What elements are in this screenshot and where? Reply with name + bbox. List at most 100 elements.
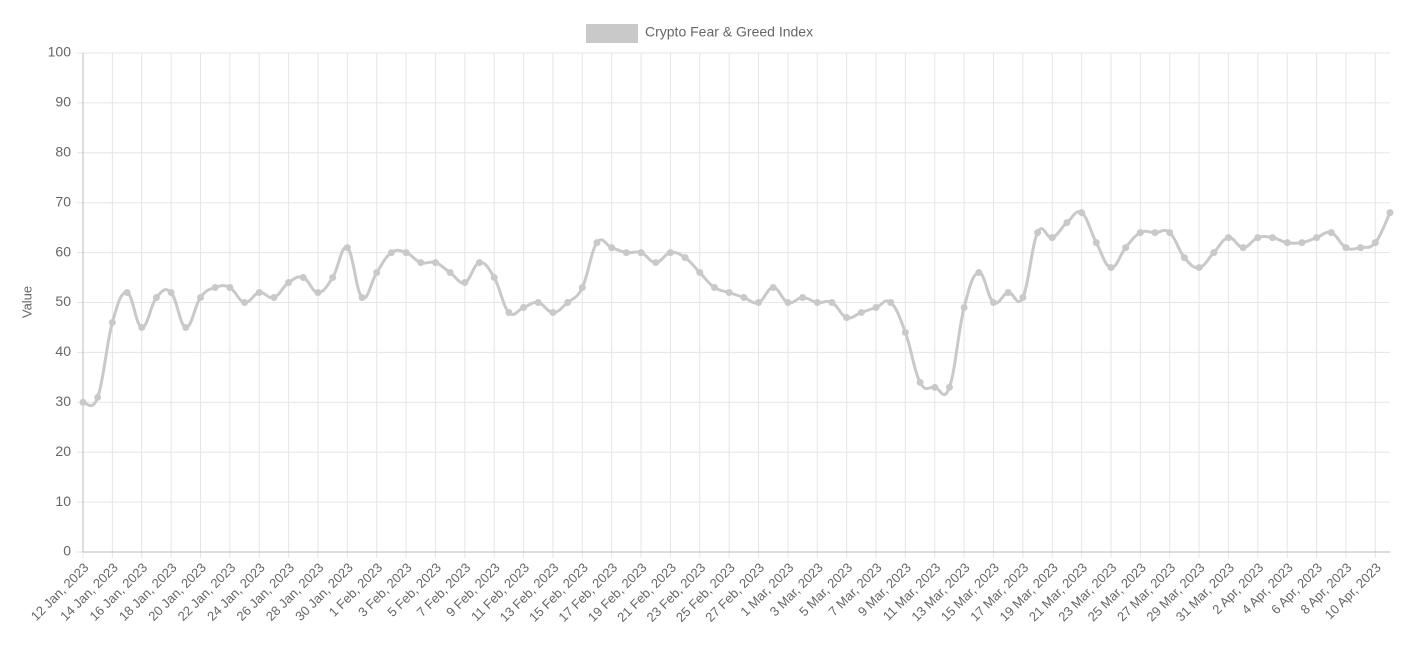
point xyxy=(696,269,704,277)
point xyxy=(387,249,395,257)
y-tick-label: 90 xyxy=(55,94,71,110)
y-tick-label: 50 xyxy=(55,293,71,309)
point xyxy=(593,239,601,247)
point xyxy=(916,378,924,386)
y-tick-label: 80 xyxy=(55,144,71,160)
point xyxy=(1151,229,1159,237)
point xyxy=(329,274,337,282)
point xyxy=(1313,234,1321,242)
point xyxy=(622,249,630,257)
point xyxy=(1283,239,1291,247)
point xyxy=(373,269,381,277)
point xyxy=(666,249,674,257)
point xyxy=(138,323,146,331)
point xyxy=(945,383,953,391)
y-tick-label: 70 xyxy=(55,193,71,209)
point xyxy=(1092,239,1100,247)
point xyxy=(270,294,278,302)
point xyxy=(725,289,733,297)
point xyxy=(314,289,322,297)
point xyxy=(975,269,983,277)
point xyxy=(461,279,469,287)
point xyxy=(1136,229,1144,237)
point xyxy=(505,308,513,316)
point xyxy=(108,318,116,326)
y-tick-label: 100 xyxy=(48,44,72,60)
point xyxy=(1210,249,1218,257)
point xyxy=(637,249,645,257)
point xyxy=(1298,239,1306,247)
point xyxy=(1063,219,1071,227)
point xyxy=(152,294,160,302)
y-tick-label: 20 xyxy=(55,443,71,459)
point xyxy=(960,303,968,311)
point xyxy=(989,299,997,306)
legend-label: Crypto Fear & Greed Index xyxy=(645,24,813,40)
legend-swatch xyxy=(586,24,638,43)
point xyxy=(1254,234,1262,242)
point xyxy=(417,259,425,267)
point xyxy=(1034,229,1042,237)
point xyxy=(1269,234,1277,242)
point xyxy=(285,279,293,287)
point xyxy=(901,328,909,336)
point xyxy=(1371,239,1379,247)
point xyxy=(1342,244,1350,252)
point xyxy=(446,269,454,277)
point xyxy=(196,294,204,302)
point xyxy=(123,289,131,297)
point xyxy=(1386,209,1394,217)
point xyxy=(769,284,777,292)
point xyxy=(887,299,895,306)
y-tick-label: 10 xyxy=(55,493,71,509)
point xyxy=(652,259,660,267)
point xyxy=(549,308,557,316)
point xyxy=(1239,244,1247,252)
point xyxy=(255,289,263,297)
point xyxy=(241,299,249,306)
point xyxy=(94,393,102,401)
point xyxy=(799,294,807,302)
point xyxy=(740,294,748,302)
point xyxy=(1195,264,1203,272)
point xyxy=(167,289,175,297)
y-tick-label: 0 xyxy=(63,543,71,559)
point xyxy=(857,308,865,316)
point xyxy=(1019,294,1027,302)
point xyxy=(1107,264,1115,272)
point xyxy=(681,254,689,262)
point xyxy=(1327,229,1335,237)
point xyxy=(431,259,439,267)
y-axis-label: Value xyxy=(19,286,34,318)
point xyxy=(1048,234,1056,242)
point xyxy=(79,398,87,406)
point xyxy=(1122,244,1130,252)
y-tick-label: 60 xyxy=(55,243,71,259)
point xyxy=(843,313,851,321)
point xyxy=(784,299,792,306)
point xyxy=(490,274,498,282)
point xyxy=(710,284,718,292)
point xyxy=(931,383,939,391)
point xyxy=(211,284,219,292)
point xyxy=(402,249,410,257)
point xyxy=(1004,289,1012,297)
point xyxy=(343,244,351,252)
point xyxy=(226,284,234,292)
point xyxy=(299,274,307,282)
line xyxy=(82,210,1392,408)
point xyxy=(1166,229,1174,237)
y-tick-label: 30 xyxy=(55,393,71,409)
point xyxy=(872,303,880,311)
point xyxy=(476,259,484,267)
point xyxy=(564,299,572,306)
y-tick-label: 40 xyxy=(55,343,71,359)
point xyxy=(813,299,821,306)
point xyxy=(182,323,190,331)
point xyxy=(1224,234,1232,242)
point xyxy=(358,294,366,302)
point xyxy=(1357,244,1365,252)
point xyxy=(1180,254,1188,262)
point xyxy=(828,299,836,306)
